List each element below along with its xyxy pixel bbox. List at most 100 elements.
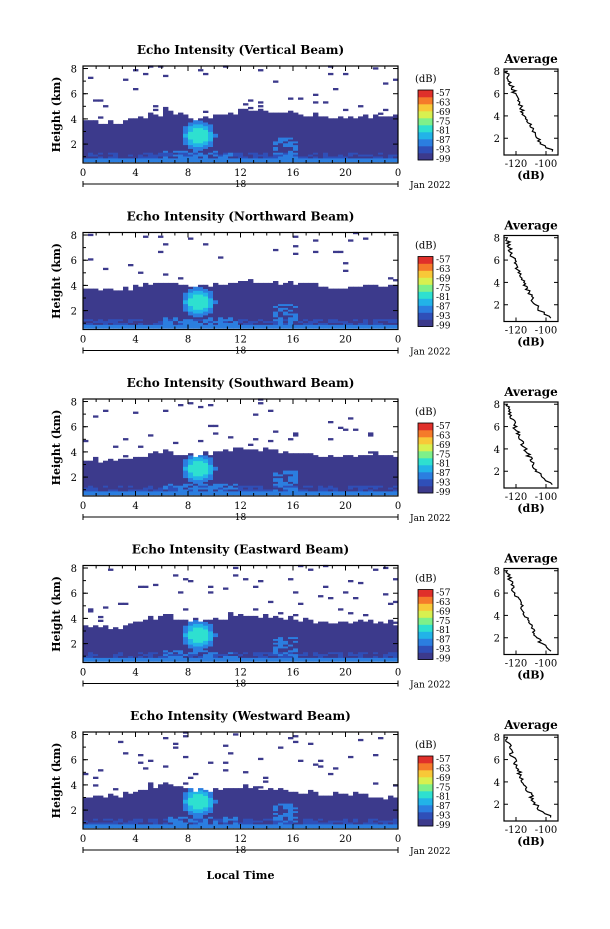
heatmap-cell [323, 492, 329, 496]
heatmap-cell [208, 487, 214, 490]
heatmap-cell [108, 131, 114, 134]
heatmap-cell [158, 142, 164, 146]
heatmap-cell [133, 141, 139, 144]
heatmap-cell [88, 298, 94, 301]
heatmap-cell [288, 129, 294, 132]
heatmap-cell [373, 292, 379, 295]
heatmap-cell [243, 284, 249, 288]
heatmap-cell [98, 311, 104, 314]
heatmap-cell [213, 311, 219, 314]
heatmap-cell [323, 127, 329, 130]
heatmap-cell [313, 462, 319, 465]
heatmap-cell [128, 150, 134, 153]
x-tick-label: 0 [395, 501, 401, 512]
heatmap-cell [178, 316, 184, 320]
heatmap-cell [348, 298, 354, 301]
heatmap-cell [153, 284, 159, 288]
heatmap-cell [128, 311, 134, 314]
heatmap-cell [188, 292, 194, 295]
heatmap-cell [258, 305, 264, 308]
heatmap-cell [313, 326, 319, 329]
heatmap-cell [108, 146, 114, 149]
heatmap-cell [83, 625, 89, 628]
heatmap-cell [138, 483, 144, 486]
heatmap-cell [243, 324, 249, 327]
heatmap-cell [228, 139, 234, 142]
heatmap-cell [388, 472, 394, 475]
heatmap-cell [313, 299, 319, 303]
heatmap-cell [93, 307, 99, 310]
heatmap-cell [213, 122, 219, 125]
heatmap-cell [263, 135, 269, 138]
heatmap-cell [383, 315, 389, 318]
heatmap-cell [378, 322, 384, 325]
heatmap-cell [153, 472, 159, 475]
heatmap-cell [373, 485, 379, 488]
heatmap-cell [248, 455, 254, 458]
heatmap-cell [213, 470, 219, 473]
heatmap-cell [133, 150, 139, 153]
heatmap-cell [318, 466, 324, 469]
heatmap-cell [213, 282, 219, 286]
heatmap-cell [358, 133, 364, 136]
heatmap-cell [103, 470, 109, 473]
heatmap-cell [203, 294, 209, 297]
heatmap-cell [98, 159, 104, 163]
heatmap-cell [318, 120, 324, 123]
heatmap-cell [238, 309, 244, 312]
heatmap-cell [318, 127, 324, 130]
heatmap-cell [228, 318, 234, 322]
heatmap-cell [213, 288, 219, 291]
heatmap-cell [308, 142, 314, 146]
heatmap-cell [263, 451, 269, 454]
heatmap-cell [118, 485, 124, 488]
heatmap-cell [183, 479, 189, 482]
heatmap-cell [128, 485, 134, 488]
heatmap-cell [308, 460, 314, 463]
heatmap-cell [393, 324, 399, 327]
heatmap-cell [303, 116, 309, 119]
heatmap-cell [163, 133, 169, 136]
heatmap-cell [383, 296, 389, 299]
heatmap-cell [153, 474, 159, 477]
heatmap-cell [263, 464, 269, 467]
heatmap-cell [233, 146, 239, 149]
heatmap-cell [393, 131, 399, 134]
heatmap-cell [88, 123, 94, 127]
heatmap-cell [343, 290, 349, 293]
heatmap-cell [193, 326, 199, 329]
heatmap-cell [93, 288, 99, 291]
heatmap-cells [83, 564, 399, 662]
heatmap-cell [258, 487, 264, 490]
heatmap-cell [98, 474, 104, 477]
heatmap-cell [123, 288, 129, 291]
heatmap-cell [113, 156, 119, 159]
heatmap-cell [278, 148, 284, 151]
heatmap-cell [138, 491, 144, 494]
heatmap-cell [148, 303, 154, 306]
average-y-tick-label: 8 [494, 67, 500, 78]
heatmap-cell [173, 120, 179, 123]
heatmap-cell [143, 326, 149, 329]
heatmap-cell [278, 492, 284, 496]
heatmap-cell [348, 489, 354, 492]
heatmap-cell [328, 139, 334, 142]
heatmap-cell [123, 438, 129, 441]
heatmap-cell [83, 303, 89, 306]
heatmap-cell [348, 290, 354, 293]
heatmap-cell [303, 462, 309, 465]
heatmap-cell [98, 320, 104, 323]
heatmap-cell [308, 322, 314, 325]
heatmap-cell [118, 135, 124, 138]
heatmap-cell [198, 456, 204, 460]
heatmap-cell [153, 324, 159, 327]
heatmap-cell [298, 296, 304, 299]
heatmap-cell [293, 120, 299, 123]
heatmap-cell [328, 154, 334, 157]
heatmap-cell [293, 477, 299, 480]
heatmap-cell [263, 118, 269, 121]
heatmap-cell [148, 135, 154, 138]
heatmap-cell [168, 154, 174, 157]
heatmap-cell [253, 299, 259, 303]
heatmap-cell [228, 144, 234, 147]
